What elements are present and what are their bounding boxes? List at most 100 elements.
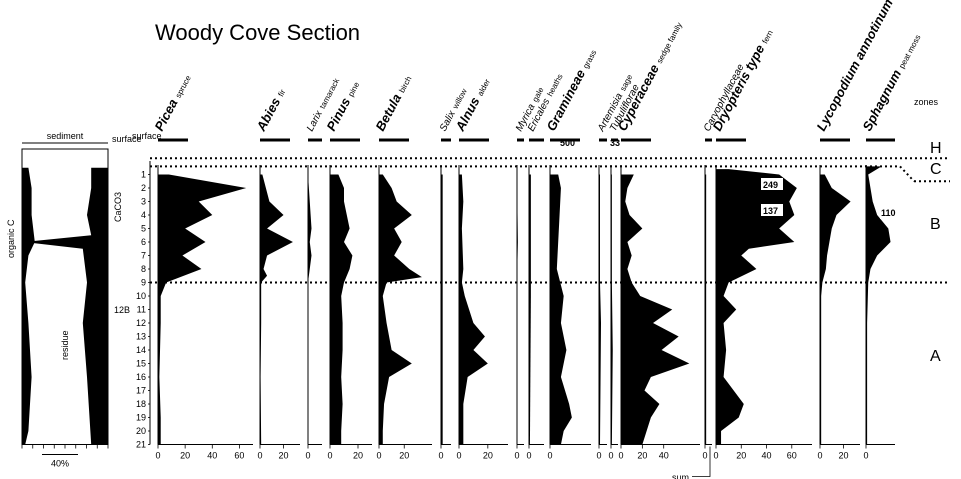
common-name: pine bbox=[346, 80, 361, 98]
pollen-curve bbox=[379, 174, 422, 445]
carbonate-curve bbox=[24, 167, 108, 445]
annotation-box bbox=[761, 178, 783, 190]
zone-label-h: H bbox=[930, 140, 942, 157]
taxon-name: Dryopteris type bbox=[709, 42, 767, 133]
common-name: peat moss bbox=[897, 33, 922, 70]
panel-tick-label: 0 bbox=[702, 451, 707, 461]
depth-tick-label: 12 bbox=[136, 318, 146, 328]
pollen-curve bbox=[599, 174, 601, 445]
residue-label: residue bbox=[60, 330, 70, 360]
panel-label: Piceaspruce bbox=[151, 71, 194, 133]
common-name: fern bbox=[760, 29, 774, 45]
zone-label-a: A bbox=[930, 348, 941, 365]
depth-tick-label: 8 bbox=[141, 264, 146, 274]
depth-tick-label: 17 bbox=[136, 386, 146, 396]
count-annotations: 500 33 249 137 110 sum bbox=[560, 138, 898, 479]
organic-c-curve bbox=[22, 167, 35, 445]
depth-tick-label: 20 bbox=[136, 426, 146, 436]
pollen-curve bbox=[441, 174, 443, 445]
zone-boundary bbox=[899, 165, 915, 182]
annotation-count: 33 bbox=[610, 138, 620, 148]
panel-tick-label: 0 bbox=[817, 451, 822, 461]
panel-tick-label: 20 bbox=[180, 451, 190, 461]
panel-abies: 0 20 Abiesfir bbox=[253, 88, 300, 461]
pollen-curve bbox=[866, 166, 891, 445]
panel-tick-label: 40 bbox=[207, 451, 217, 461]
annotation-box bbox=[761, 204, 783, 216]
pollen-curve bbox=[550, 174, 572, 445]
depth-tick-label: 6 bbox=[141, 237, 146, 247]
pollen-curve bbox=[308, 174, 312, 445]
caco3-label: CaCO3 bbox=[113, 192, 123, 222]
depth-tick-label: 1 bbox=[141, 170, 146, 180]
panel-tick-label: 0 bbox=[305, 451, 310, 461]
taxon-name: Lycopodium annotinum bbox=[813, 0, 896, 133]
panel-picea: 0 20 40 60 Piceaspruce bbox=[151, 71, 253, 461]
depth-tick-label: 5 bbox=[141, 224, 146, 234]
panel-tick-label: 0 bbox=[514, 451, 519, 461]
panel-tick-label: 0 bbox=[376, 451, 381, 461]
panel-tick-label: 0 bbox=[327, 451, 332, 461]
panel-tick-label: 20 bbox=[637, 451, 647, 461]
panel-tick-label: 0 bbox=[438, 451, 443, 461]
common-name: spruce bbox=[174, 73, 193, 99]
panel-tick-label: 0 bbox=[257, 451, 262, 461]
panel-tick-label: 40 bbox=[659, 451, 669, 461]
organic-c-label: organic C bbox=[6, 219, 16, 258]
common-name: grass bbox=[581, 49, 598, 70]
annotation-count: 249 bbox=[763, 180, 778, 190]
chart-title: Woody Cove Section bbox=[155, 20, 360, 45]
panel-tick-label: 0 bbox=[713, 451, 718, 461]
panel-tick-label: 40 bbox=[762, 451, 772, 461]
panel-sphagnum: 0 Sphagnumpeat moss bbox=[859, 33, 922, 461]
sediment-scale-label: 40% bbox=[51, 459, 69, 469]
panel-tick-label: 60 bbox=[787, 451, 797, 461]
panel-tick-label: 0 bbox=[547, 451, 552, 461]
taxon-name: Betula bbox=[372, 91, 404, 133]
taxon-name: Sphagnum bbox=[859, 67, 904, 134]
common-name: fir bbox=[276, 88, 287, 98]
annotation-count: 110 bbox=[881, 208, 896, 218]
panel-gramineae: 0 Gramineaegrass bbox=[543, 49, 598, 461]
depth-tick-label: 7 bbox=[141, 251, 146, 261]
common-name: birch bbox=[397, 75, 413, 95]
depth-tick-label: 4 bbox=[141, 210, 146, 220]
sum-label: sum bbox=[672, 473, 689, 479]
panel-tick-label: 0 bbox=[155, 451, 160, 461]
pollen-curve bbox=[621, 174, 690, 445]
pollen-curve bbox=[529, 174, 531, 445]
panel-tick-label: 0 bbox=[526, 451, 531, 461]
taxon-name: Abies bbox=[253, 95, 283, 134]
zone-label-c: C bbox=[930, 161, 942, 178]
sediment-header: sediment bbox=[47, 131, 84, 141]
pollen-curve bbox=[611, 174, 613, 445]
depth-tick-label: 9 bbox=[141, 278, 146, 288]
panel-tick-label: 0 bbox=[608, 451, 613, 461]
panel-tick-label: 0 bbox=[863, 451, 868, 461]
pollen-curve bbox=[260, 174, 293, 445]
panel-label: Dryopteris typefern bbox=[709, 26, 775, 133]
depth-tick-label: 21 bbox=[136, 440, 146, 450]
panel-betula: 0 20 Betulabirch bbox=[372, 75, 432, 461]
depth-tick-label: 19 bbox=[136, 413, 146, 423]
pollen-curve bbox=[705, 174, 707, 445]
panel-tick-label: 0 bbox=[596, 451, 601, 461]
annotation-box bbox=[880, 207, 898, 219]
zones-header: zones bbox=[914, 97, 939, 107]
panel-tick-label: 20 bbox=[839, 451, 849, 461]
depth-tick-label: 11 bbox=[137, 305, 146, 315]
depth-tick-label: 3 bbox=[141, 197, 146, 207]
depth-tick-label: 18 bbox=[136, 399, 146, 409]
panel-tick-label: 20 bbox=[483, 451, 493, 461]
panel-tick-label: 20 bbox=[353, 451, 363, 461]
depth-tick-label: 15 bbox=[136, 359, 146, 369]
annotation-count: 500 bbox=[560, 138, 575, 148]
depth-tick-label: 13 bbox=[136, 332, 146, 342]
marker-label: 12B bbox=[114, 305, 130, 315]
